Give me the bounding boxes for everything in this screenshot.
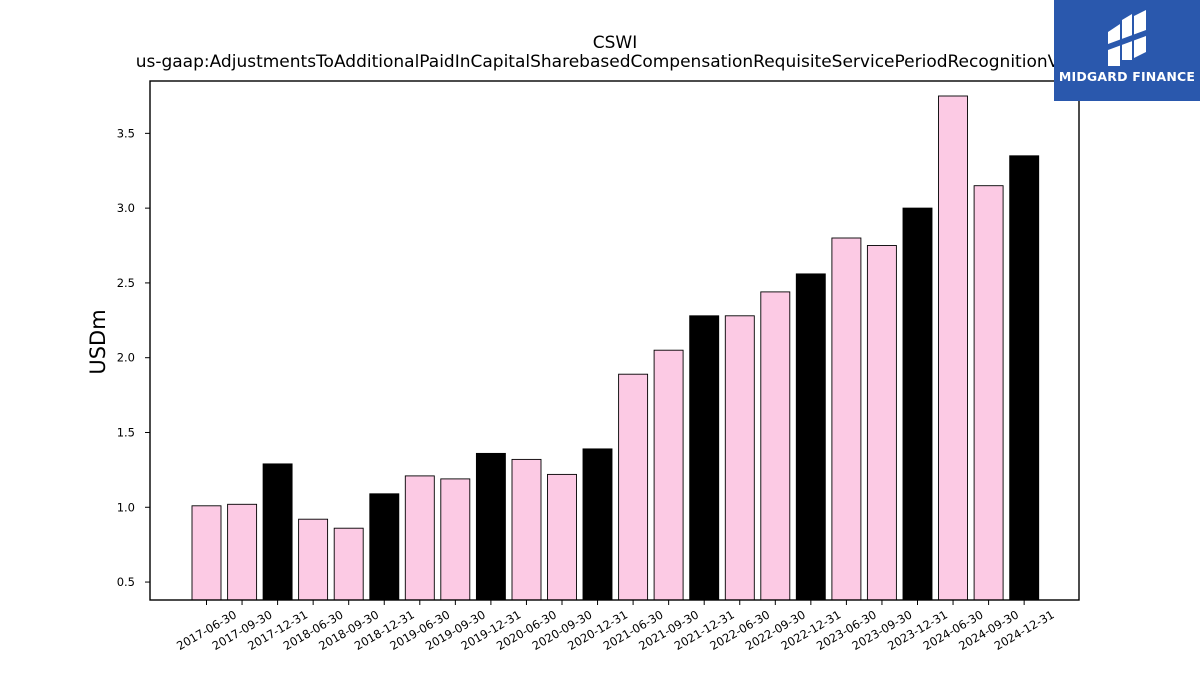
bar-2020-06-30	[511, 458, 542, 601]
y-tick-label: 3.5	[117, 126, 135, 140]
y-tick-label: 3.0	[117, 201, 135, 215]
bar-2021-06-30	[618, 373, 649, 601]
y-axis-ticks: 0.5 1.0 1.5 2.0 2.5 3.0 3.5	[117, 126, 150, 589]
bar-2022-09-30	[760, 291, 791, 601]
bar-2023-06-30	[831, 237, 862, 601]
x-axis-ticks: 2017-06-302017-09-302017-12-312018-06-30…	[174, 600, 1057, 653]
bar-2017-09-30	[227, 503, 258, 601]
y-axis-label: USDm	[86, 309, 110, 374]
midgard-finance-logo: MIDGARD FINANCE	[1054, 0, 1200, 101]
bar-2018-09-30	[333, 527, 364, 601]
bar-2024-09-30	[973, 185, 1004, 601]
y-tick-label: 2.5	[117, 276, 135, 290]
y-tick-label: 0.5	[117, 575, 135, 589]
bar-2021-09-30	[653, 349, 684, 601]
bar-2022-12-31	[795, 273, 826, 601]
bar-2018-06-30	[298, 518, 329, 601]
bar-2024-06-30	[938, 95, 968, 601]
bar-2017-06-30	[191, 505, 222, 601]
y-tick-label: 2.0	[117, 351, 135, 365]
bar-2024-12-31	[1009, 155, 1040, 601]
bar-2023-12-31	[902, 207, 933, 601]
bar-2023-09-30	[866, 245, 897, 601]
logo-text: MIDGARD FINANCE	[1058, 69, 1196, 84]
bar-2019-06-30	[404, 475, 435, 601]
bar-2022-06-30	[724, 315, 755, 601]
midgard-logo-icon	[1108, 10, 1146, 66]
bar-2017-12-31	[262, 463, 293, 601]
y-tick-label: 1.0	[117, 500, 135, 514]
bar-2019-09-30	[440, 478, 471, 601]
chart-subtitle: us-gaap:AdjustmentsToAdditionalPaidInCap…	[135, 52, 1095, 72]
bar-2020-09-30	[547, 473, 577, 601]
plot-frame	[149, 80, 1080, 601]
y-tick-label: 1.5	[117, 425, 135, 439]
bars-group	[191, 95, 1040, 601]
chart-title: CSWI	[592, 33, 638, 53]
bar-2019-12-31	[475, 452, 506, 601]
bar-2021-12-31	[689, 315, 720, 601]
bar-2018-12-31	[369, 493, 400, 601]
bar-2020-12-31	[582, 448, 613, 601]
